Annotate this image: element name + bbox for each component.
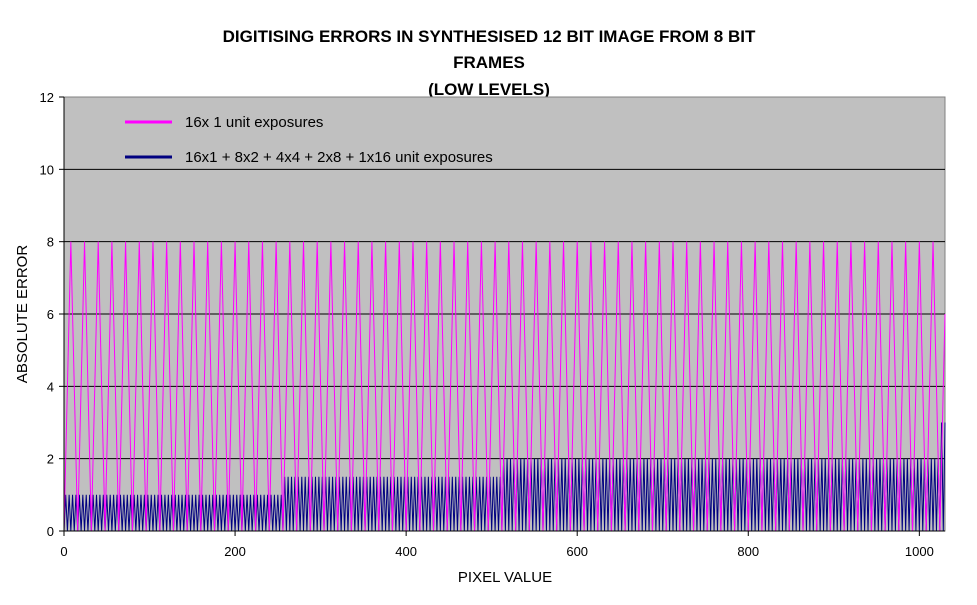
legend: 16x 1 unit exposures 16x1 + 8x2 + 4x4 + … [125,114,493,166]
x-tick-label: 0 [60,544,67,559]
y-tick-label: 4 [47,379,54,394]
chart-title: DIGITISING ERRORS IN SYNTHESISED 12 BIT … [223,27,756,99]
chart-title-line-1: DIGITISING ERRORS IN SYNTHESISED 12 BIT … [223,27,756,46]
legend-label-series-2: 16x1 + 8x2 + 4x4 + 2x8 + 1x16 unit expos… [185,149,493,166]
y-axis-label: ABSOLUTE ERROR [14,245,31,384]
series-line-2 [63,422,946,532]
x-tick-label: 600 [566,544,588,559]
series-layer [63,241,946,532]
y-tick-label: 2 [47,452,54,467]
x-tick-label: 200 [224,544,246,559]
legend-label-series-1: 16x 1 unit exposures [185,114,323,131]
chart-title-line-3: (LOW LEVELS) [428,80,550,99]
y-tick-label: 6 [47,307,54,322]
x-tick-label: 800 [737,544,759,559]
y-tick-label: 0 [47,524,54,539]
y-tick-label: 8 [47,235,54,250]
y-tick-label: 10 [40,162,54,177]
x-axis-ticks: 0 200 400 600 800 1000 [60,531,934,559]
series-line-1 [63,241,946,532]
y-axis-ticks: 0 2 4 6 8 10 12 [40,90,64,539]
chart-title-line-2: FRAMES [453,53,525,72]
x-axis-label: PIXEL VALUE [458,569,552,586]
x-tick-label: 1000 [905,544,934,559]
y-tick-label: 12 [40,90,54,105]
x-tick-label: 400 [395,544,417,559]
